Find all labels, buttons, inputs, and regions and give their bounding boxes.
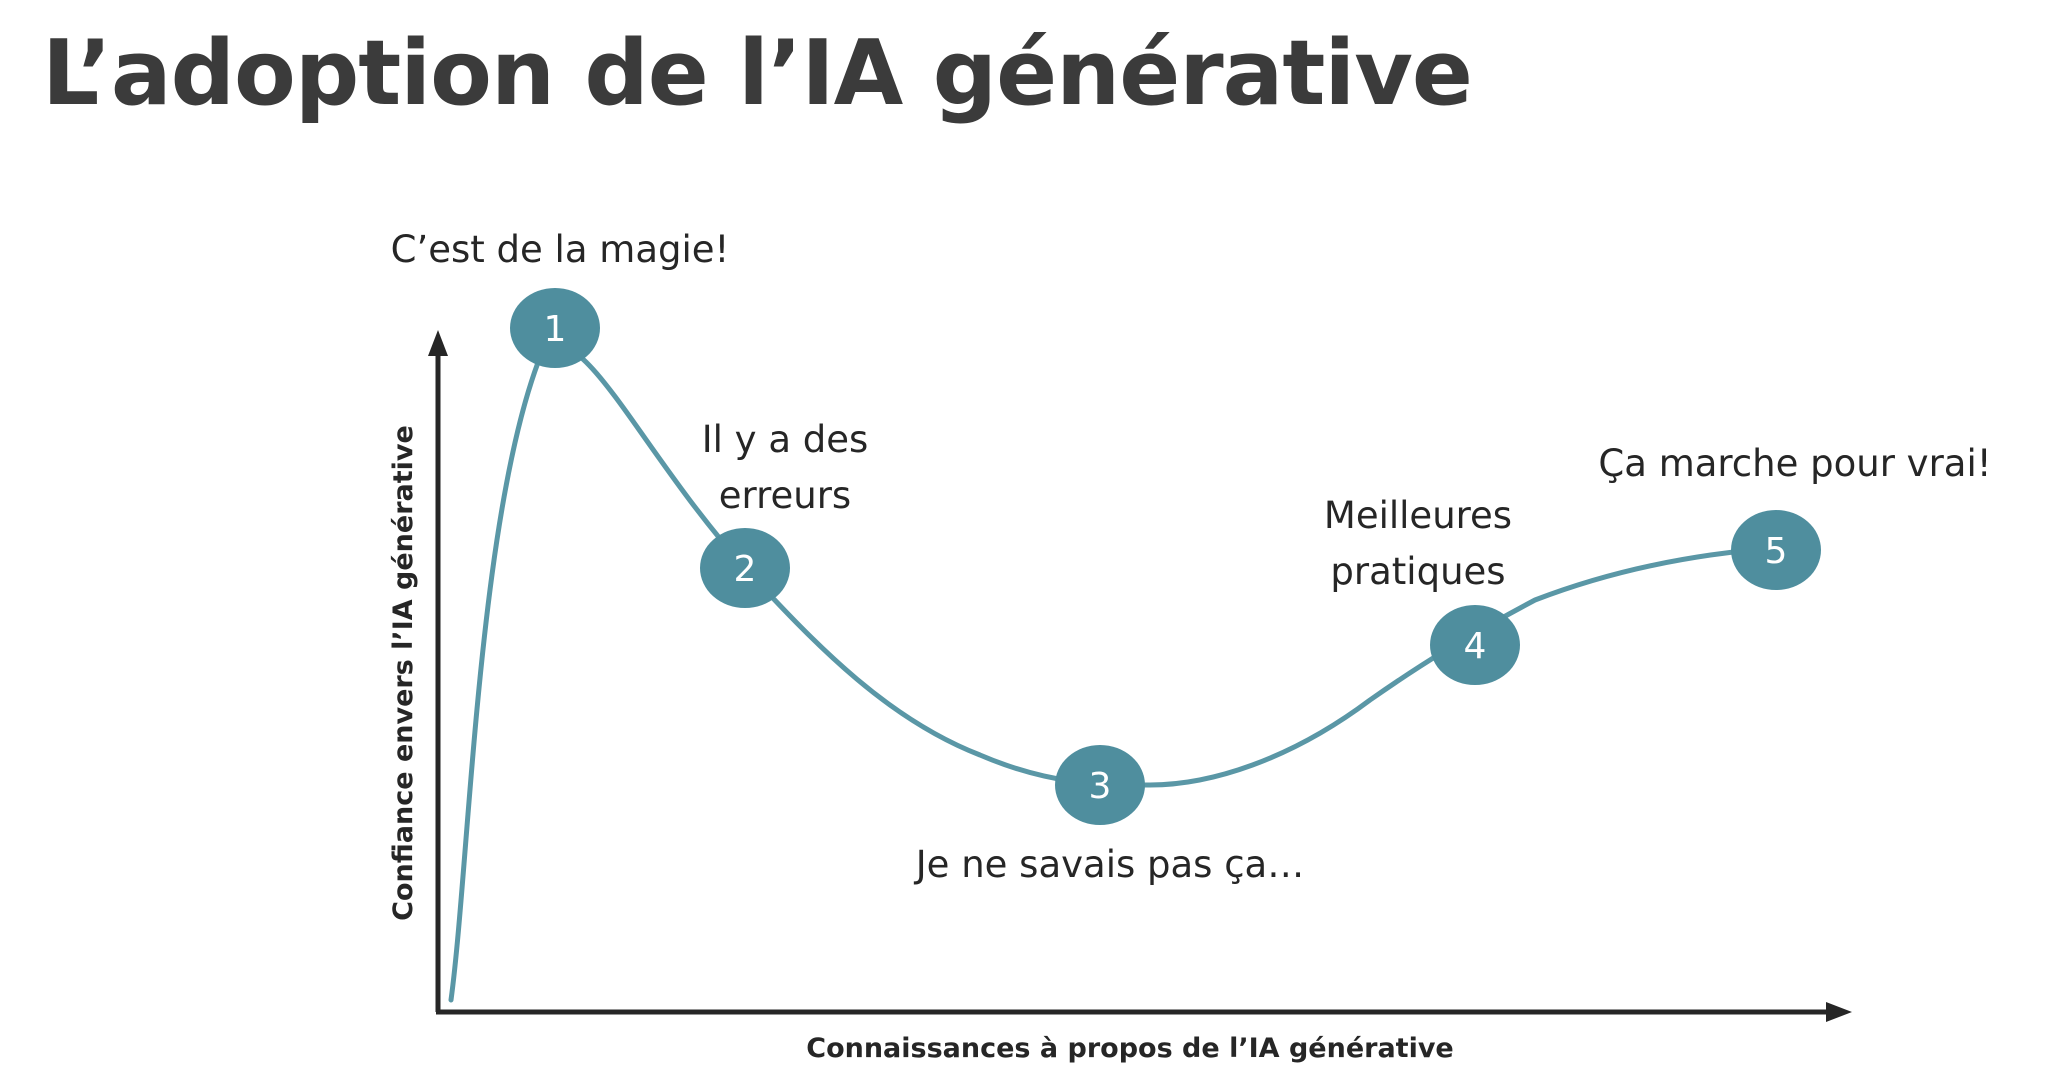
stage-label-3-line-1: Je ne savais pas ça… [914,843,1304,886]
stage-number: 4 [1464,626,1487,667]
x-axis-label: Connaissances à propos de l’IA générativ… [806,1033,1454,1064]
stage-label-1-line-1: C’est de la magie! [391,228,730,271]
stage-marker-5: 5 [1731,510,1821,590]
y-axis-label: Confiance envers l’IA générative [388,425,419,921]
stage-marker-1: 1 [510,288,600,368]
stage-number: 5 [1765,531,1788,572]
stage-label-4-line-1: Meilleures [1324,494,1512,537]
stage-marker-circle [510,288,600,368]
stage-label-2-line-1: Il y a des [702,418,869,461]
stage-label-4-line-2: pratiques [1330,550,1505,593]
stage-marker-2: 2 [700,528,790,608]
x-axis-arrowhead [1826,1002,1852,1022]
stage-number: 1 [544,309,567,350]
stage-marker-4: 4 [1430,605,1520,685]
adoption-curve [448,341,1779,1003]
stage-marker-circle [1055,745,1145,825]
y-axis-arrowhead [428,330,448,356]
stage-marker-circle [700,528,790,608]
page-title: L’adoption de l’IA générative [42,21,1473,126]
stage-number: 2 [734,549,757,590]
stage-number: 3 [1089,766,1112,807]
stage-label-5-line-1: Ça marche pour vrai! [1598,442,1991,485]
stage-marker-circle [1430,605,1520,685]
stage-marker-circle [1731,510,1821,590]
stage-label-2-line-2: erreurs [719,474,851,517]
stage-marker-3: 3 [1055,745,1145,825]
